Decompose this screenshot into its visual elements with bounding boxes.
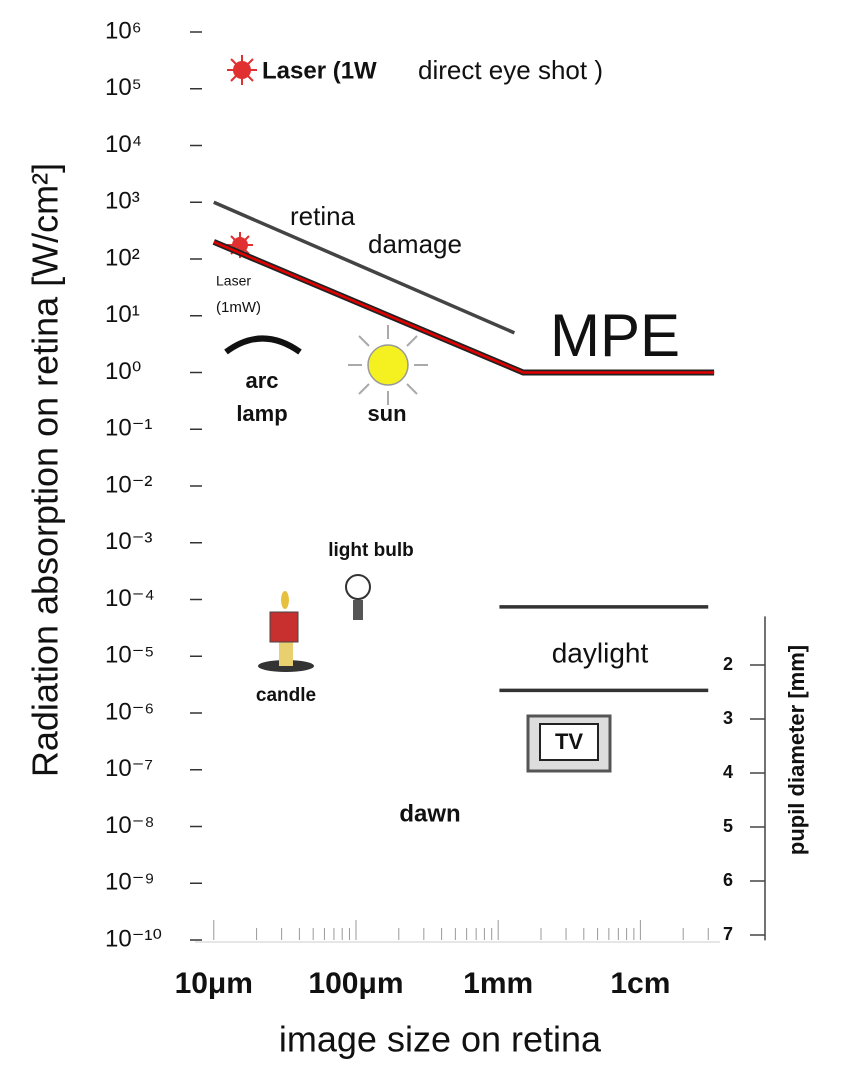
arc-lamp-icon (226, 339, 300, 353)
x-tick-label: 1cm (610, 967, 670, 1000)
y-tick-label: 10⁻⁴ (105, 585, 155, 612)
y2-tick-label: 6 (723, 870, 733, 890)
annotation: daylight (552, 637, 649, 668)
annotation: Laser (1W (262, 57, 377, 84)
y-tick-label: 10⁻⁹ (105, 869, 155, 896)
laser-icon (227, 55, 257, 85)
annotation: damage (368, 229, 462, 259)
x-tick-label: 1mm (463, 967, 533, 1000)
x-tick-label: 10μm (175, 967, 253, 1000)
y2-tick-label: 7 (723, 924, 733, 944)
annotation: dawn (399, 800, 460, 827)
annotation: TV (555, 729, 583, 754)
y2-tick-label: 5 (723, 816, 733, 836)
x-axis-title: image size on retina (279, 1019, 602, 1060)
y-tick-label: 10⁵ (105, 74, 142, 101)
y-tick-label: 10⁻⁷ (105, 755, 153, 782)
annotation: Laser (216, 273, 251, 289)
y-tick-label: 10² (105, 244, 140, 271)
y-tick-label: 10⁻⁵ (105, 642, 154, 669)
annotation: MPE (550, 302, 680, 369)
sun-icon (348, 325, 428, 405)
x-tick-label: 100μm (308, 967, 403, 1000)
annotation: retina (290, 201, 356, 231)
y-tick-label: 10⁻¹⁰ (105, 925, 162, 952)
y2-axis-title: pupil diameter [mm] (784, 645, 809, 855)
annotation: candle (256, 685, 316, 706)
y-tick-label: 10⁻² (105, 471, 152, 498)
y2-tick-label: 2 (723, 654, 733, 674)
chart: 10⁻¹⁰ 10⁻⁹ 10⁻⁸ 10⁻⁷ 10⁻⁶ 10⁻⁵ 10⁻⁴ 10⁻³ 10⁻² 10⁻… (0, 0, 841, 1068)
y2-tick-label: 3 (723, 708, 733, 728)
y-tick-label: 10⁻¹ (105, 415, 152, 442)
y-axis-title: Radiation absorption on retina [W/cm²] (25, 163, 66, 777)
y-tick-label: 10⁻⁸ (105, 812, 155, 839)
y-tick-label: 10⁻⁶ (105, 698, 154, 725)
annotation: arc (245, 368, 278, 393)
y-tick-label: 10⁶ (105, 17, 142, 44)
annotation: lamp (236, 401, 287, 426)
y-tick-label: 10⁰ (105, 358, 141, 385)
bulb-icon (346, 575, 370, 620)
y-tick-label: 10⁴ (105, 131, 142, 158)
candle-icon (258, 591, 314, 672)
annotation: light bulb (328, 540, 413, 561)
y-tick-label: 10⁻³ (105, 528, 152, 555)
annotation: direct eye shot ) (418, 55, 603, 85)
annotation: sun (367, 401, 406, 426)
y-tick-label: 10¹ (105, 301, 140, 328)
y2-tick-label: 4 (723, 762, 733, 782)
annotation: (1mW) (216, 299, 261, 316)
y-tick-label: 10³ (105, 188, 140, 215)
